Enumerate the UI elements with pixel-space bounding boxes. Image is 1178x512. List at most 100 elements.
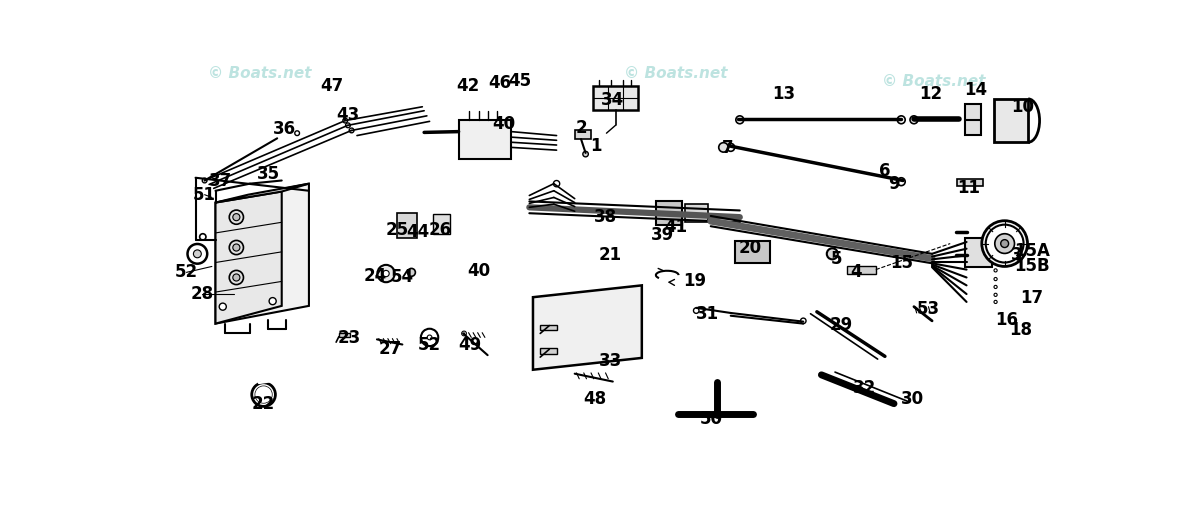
Circle shape [462,331,466,336]
Text: 34: 34 [601,91,624,109]
Text: 43: 43 [336,105,359,124]
Text: 38: 38 [594,208,617,226]
Text: 1: 1 [590,137,601,155]
Text: 4: 4 [851,263,861,282]
Circle shape [230,210,244,224]
Bar [575,131,591,139]
Text: 51: 51 [193,186,216,204]
Text: 36: 36 [273,120,296,138]
Polygon shape [216,191,282,324]
Circle shape [719,143,728,152]
Circle shape [827,248,838,260]
Circle shape [421,329,438,346]
Circle shape [349,128,353,133]
Text: © Boats.net: © Boats.net [881,74,985,89]
Circle shape [254,386,272,403]
Circle shape [994,269,997,272]
Text: 25: 25 [385,221,409,239]
Text: 46: 46 [488,74,511,92]
Bar [965,104,981,135]
Circle shape [583,152,588,157]
Text: 31: 31 [695,305,719,323]
Text: 47: 47 [320,77,343,95]
Bar [434,215,450,234]
Bar [958,179,982,186]
Text: 14: 14 [964,81,987,99]
Text: 53: 53 [916,300,940,318]
Text: 16: 16 [995,311,1018,329]
Circle shape [986,225,1024,263]
Text: 33: 33 [600,352,623,370]
Text: 27: 27 [379,340,402,358]
Bar [339,333,350,336]
Text: 54: 54 [391,268,413,287]
Polygon shape [965,238,992,267]
Text: 52: 52 [174,263,198,282]
Circle shape [994,254,997,257]
Circle shape [383,270,389,276]
Polygon shape [458,120,511,159]
Text: 9: 9 [888,175,900,193]
Circle shape [343,118,348,123]
Circle shape [193,250,201,258]
Circle shape [377,265,395,282]
Text: 15: 15 [889,253,913,271]
Bar [735,241,769,263]
Text: 50: 50 [700,411,722,429]
Circle shape [554,181,560,187]
Circle shape [981,221,1027,266]
Text: 40: 40 [492,115,516,133]
Text: 15B: 15B [1014,258,1050,275]
Circle shape [233,244,240,251]
Circle shape [1000,240,1008,247]
Text: © Boats.net: © Boats.net [209,67,311,81]
Text: 10: 10 [1011,98,1034,116]
Polygon shape [532,285,642,370]
Circle shape [187,244,207,264]
Text: 13: 13 [772,85,795,103]
Text: 22: 22 [252,395,276,413]
Text: 6: 6 [879,162,891,180]
Text: 2: 2 [575,119,587,137]
Circle shape [233,274,240,281]
Circle shape [252,383,276,407]
Circle shape [408,268,416,276]
Bar [541,349,556,354]
Text: 32: 32 [853,379,876,397]
Text: 52: 52 [418,336,441,354]
Text: 7: 7 [722,139,734,157]
Circle shape [694,308,699,313]
Text: 45: 45 [509,72,531,90]
Circle shape [909,116,918,124]
Circle shape [994,260,997,263]
Text: 35: 35 [257,165,279,183]
Text: 30: 30 [900,390,924,408]
Text: © Boats.net: © Boats.net [623,67,727,81]
Text: 39: 39 [651,226,674,244]
Text: 11: 11 [957,179,980,197]
Text: 12: 12 [919,85,942,103]
Text: 19: 19 [683,272,706,290]
Text: 44: 44 [406,223,430,241]
Text: 26: 26 [429,221,452,239]
Circle shape [345,123,350,127]
Circle shape [994,278,997,281]
Text: 18: 18 [1010,321,1032,338]
Circle shape [994,293,997,296]
Circle shape [898,116,905,124]
Text: 24: 24 [364,267,386,285]
Text: 49: 49 [458,336,481,354]
Circle shape [994,285,997,289]
Circle shape [898,178,905,186]
Bar [593,86,638,110]
Circle shape [736,116,743,124]
Circle shape [994,248,997,251]
Bar [397,213,417,238]
Text: 21: 21 [598,246,622,264]
Circle shape [801,318,806,324]
Circle shape [994,301,997,304]
Circle shape [233,214,240,221]
Circle shape [269,297,276,305]
Circle shape [994,233,1014,253]
Circle shape [219,303,226,310]
